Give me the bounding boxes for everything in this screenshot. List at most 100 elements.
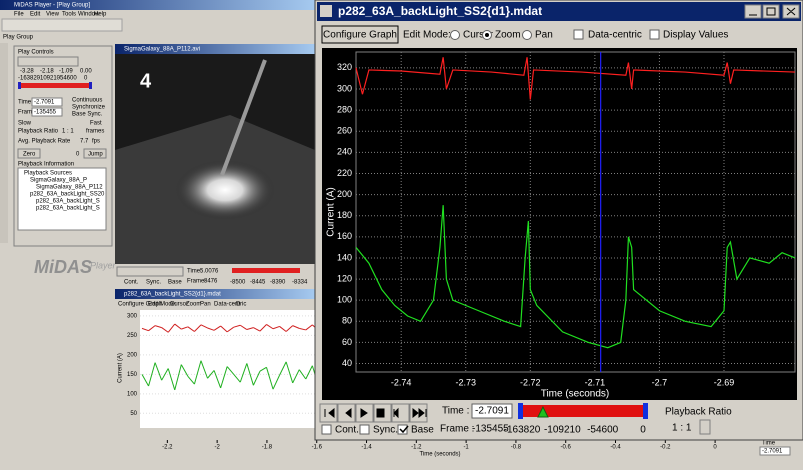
small-title-bar <box>115 289 315 299</box>
x-tick-label: -0.2 <box>660 445 671 451</box>
menu-item[interactable]: Help <box>94 12 107 18</box>
trace-segment <box>266 324 274 330</box>
torch <box>220 59 267 176</box>
tab[interactable]: Play Group <box>3 35 34 41</box>
menu-item[interactable]: File <box>14 12 24 18</box>
current-trace <box>355 57 796 100</box>
left-title-bar <box>0 0 315 10</box>
trace-segment <box>266 367 274 390</box>
minimize[interactable] <box>744 4 762 19</box>
trace-segment <box>180 364 189 377</box>
label: frames <box>86 129 104 135</box>
trace-segment <box>292 369 300 384</box>
slider-thumb[interactable] <box>537 405 549 418</box>
option[interactable]: Base <box>168 280 182 286</box>
tick: -8500 <box>230 280 246 286</box>
label: Time: <box>187 269 202 275</box>
trace-segment <box>154 325 162 329</box>
toolbar-item[interactable]: Edit Mode: <box>148 302 177 308</box>
time-label: Time : <box>442 406 469 417</box>
label: Fast <box>90 121 102 127</box>
trace-segment <box>148 362 156 387</box>
value: -135455 <box>34 110 57 116</box>
checkbox[interactable] <box>321 424 332 435</box>
toolbar-item[interactable]: Cursor <box>170 302 188 308</box>
transport-button[interactable] <box>391 403 410 423</box>
y-tick-label: 50 <box>130 411 137 417</box>
tree-item[interactable]: SigmaGalaxy_88A_P112 <box>36 185 103 191</box>
trace-segment <box>187 375 195 385</box>
title-bar <box>317 2 801 21</box>
input[interactable] <box>31 107 63 117</box>
y-tick-label: 150 <box>127 372 138 378</box>
option[interactable]: Synchronize <box>72 105 106 111</box>
checkbox[interactable] <box>573 29 584 40</box>
trace-segment <box>298 369 307 380</box>
x-tick-label: -2.2 <box>162 445 173 451</box>
tree-item[interactable]: SigmaGalaxy_88A_P <box>30 178 87 184</box>
trace-segment <box>226 366 235 375</box>
time-input[interactable] <box>471 403 513 419</box>
trace-segment <box>181 326 189 330</box>
tree-item[interactable]: Playback Sources <box>24 171 72 177</box>
input[interactable] <box>759 446 791 456</box>
tick: 0.00 <box>80 69 92 75</box>
trace-segment <box>174 364 182 391</box>
slider[interactable] <box>232 268 300 273</box>
y-tick-label: 100 <box>127 391 138 397</box>
slider-tick: -54600 <box>587 425 619 436</box>
y-tick-label: 100 <box>337 295 352 305</box>
toolbar-item[interactable]: Data-centric <box>214 302 246 308</box>
trace-segment <box>187 326 195 332</box>
trace-segment <box>240 324 248 330</box>
menu-item[interactable]: View <box>46 12 60 18</box>
checkbox[interactable] <box>649 29 660 40</box>
toolbar-item[interactable]: Pan <box>200 302 211 308</box>
tree-item[interactable]: p282_63A_backLight_S <box>36 206 100 212</box>
trace-segment <box>305 324 313 331</box>
transport-buttons[interactable] <box>116 266 184 277</box>
slider-track[interactable] <box>522 405 643 417</box>
option[interactable]: Base Sync. <box>72 112 103 118</box>
configure-button[interactable] <box>321 25 399 44</box>
toolbar-item[interactable]: D <box>236 302 241 308</box>
current-trace <box>355 205 796 349</box>
menu-item[interactable]: Window <box>78 12 100 18</box>
y-tick-label: 180 <box>337 210 352 220</box>
mode-label: Cursor <box>463 30 494 41</box>
input[interactable] <box>31 97 63 107</box>
x-tick-label: -1.4 <box>361 445 372 451</box>
tree-item[interactable]: p282_63A_backLight_SS20 <box>30 192 105 198</box>
menu-item[interactable]: Tools <box>62 12 76 18</box>
x-tick-label: -2.73 <box>455 377 476 387</box>
trace-segment <box>285 361 294 384</box>
toolbar-item[interactable]: Zoom <box>186 302 201 308</box>
radio[interactable] <box>450 30 460 40</box>
y-tick-label: 320 <box>337 62 352 72</box>
checkbox[interactable] <box>359 424 370 435</box>
button[interactable] <box>83 148 107 159</box>
tick: -2.18 <box>40 69 54 75</box>
video-title-bar <box>115 44 315 54</box>
transport <box>319 403 428 423</box>
toolbar <box>1 18 123 32</box>
value: 1 : 1 <box>62 129 74 135</box>
button[interactable] <box>17 148 41 159</box>
tree-item[interactable]: p282_63A_backLight_S <box>36 199 100 205</box>
menu-item[interactable]: Edit <box>30 12 41 18</box>
maximize[interactable] <box>762 4 780 19</box>
option[interactable]: Continuous <box>72 98 102 104</box>
option[interactable]: Sync. <box>146 280 161 286</box>
option[interactable]: Cont. <box>124 280 139 286</box>
x-label: Time (seconds) <box>419 452 460 458</box>
transport-buttons[interactable] <box>17 56 79 67</box>
toolbar-item[interactable]: Configure Graph <box>118 302 162 308</box>
button-label: Jump <box>88 152 103 158</box>
spinner[interactable] <box>699 419 711 435</box>
y-tick-label: 300 <box>337 83 352 93</box>
tick: -163820 <box>18 76 41 82</box>
slider[interactable] <box>20 83 90 88</box>
radio[interactable] <box>522 30 532 40</box>
checkbox[interactable] <box>397 424 408 435</box>
